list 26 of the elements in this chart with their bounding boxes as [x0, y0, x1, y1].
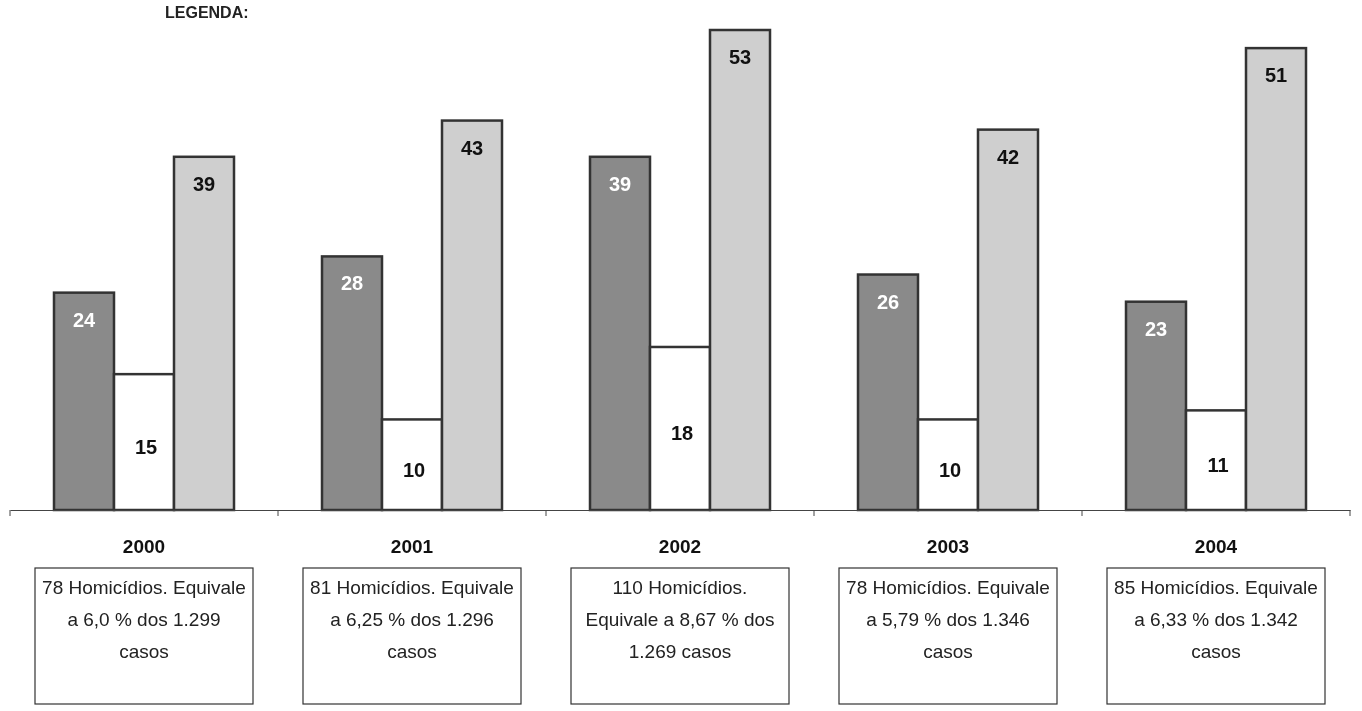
data-label: 26: [876, 290, 900, 313]
data-label: 11: [1207, 454, 1229, 477]
x-tick-label: 2002: [658, 536, 702, 558]
text: LEGENDA:: [165, 4, 249, 21]
x-tick-label: 2004: [1194, 536, 1238, 558]
text: 78 Homicídios. Equivale a 6,0 % dos 1.299 casos: [42, 577, 246, 662]
data-label: 10: [402, 458, 426, 481]
data-label: 24: [72, 308, 96, 331]
x-tick-label: 2000: [122, 536, 166, 558]
x-tick-label: 2003: [926, 536, 970, 558]
text: 81 Homicídios. Equivale a 6,25 % dos 1.296 casos: [310, 577, 514, 662]
x-tick-label: 2001: [390, 536, 434, 558]
text: 78 Homicídios. Equivale a 5,79 % dos 1.346 casos: [846, 577, 1050, 662]
data-label: 28: [340, 272, 364, 295]
text: 85 Homicídios. Equivale a 6,33 % dos 1.342 casos: [1114, 577, 1318, 662]
data-label: 42: [996, 145, 1020, 168]
data-label: 53: [728, 46, 752, 68]
data-label: 51: [1264, 64, 1288, 87]
data-label: 10: [938, 458, 962, 481]
data-label: 15: [134, 436, 158, 459]
data-label: 43: [460, 136, 484, 159]
data-label: 39: [608, 172, 632, 195]
data-label: 39: [192, 172, 216, 195]
data-label: 23: [1144, 317, 1168, 340]
data-label: 18: [670, 422, 694, 445]
text: 110 Homicídios. Equivale a 8,67 % dos 1.269 casos: [585, 577, 775, 662]
